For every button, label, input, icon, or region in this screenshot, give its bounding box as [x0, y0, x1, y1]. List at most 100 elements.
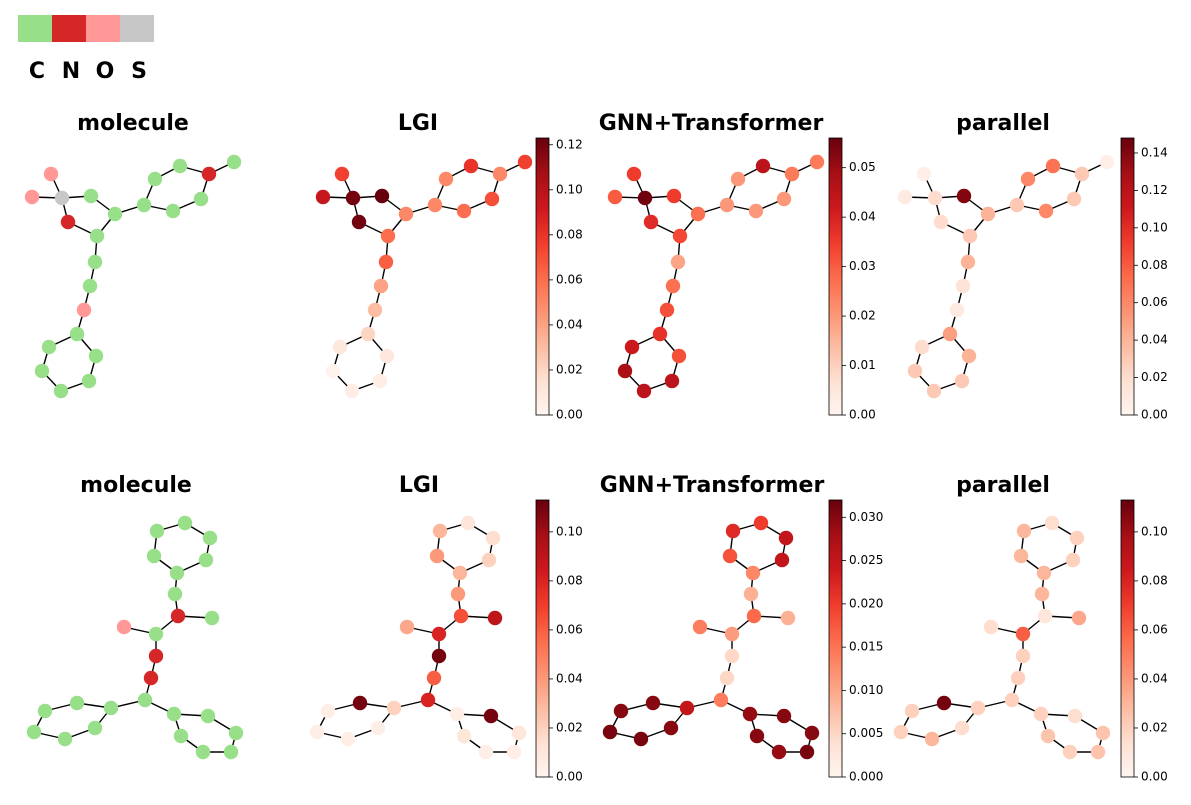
atom-node [719, 670, 735, 686]
atom-node [742, 706, 758, 722]
atom-node [980, 206, 996, 222]
atom-node [784, 166, 800, 182]
colorbar-tick-label: 0.02 [849, 309, 876, 323]
atom-node [82, 278, 98, 294]
atom-node [432, 523, 448, 539]
atom-node [325, 363, 341, 379]
colorbar-tick-label: 0.000 [849, 770, 883, 784]
atom-node [624, 339, 640, 355]
colorbar-tick-label: 0.10 [1141, 524, 1168, 538]
atom-node [904, 703, 920, 719]
atom-node [776, 191, 792, 207]
atom-node [198, 552, 214, 568]
atom-node [1040, 728, 1056, 744]
atom-node [456, 728, 472, 744]
panel-title: molecule [77, 111, 189, 136]
atom-node [748, 203, 764, 219]
atom-node [692, 619, 708, 635]
atom-node [452, 565, 468, 581]
atom-node [398, 206, 414, 222]
atom-node [429, 548, 445, 564]
atom-node [148, 648, 164, 664]
atom-node [136, 197, 152, 213]
atom-node [379, 348, 395, 364]
atom-node [1034, 586, 1050, 602]
atom-node [724, 626, 740, 642]
atom-node [223, 744, 239, 760]
atom-node [962, 228, 978, 244]
colorbar: 0.00 0.02 0.04 0.06 0.08 0.10 0.12 [535, 137, 583, 422]
colorbar-tick-label: 0.02 [1141, 720, 1168, 734]
atom-node [933, 214, 949, 230]
colorbar-tick-label: 0.02 [1141, 370, 1168, 384]
panel-gnn-transformer: GNN+Transformer 0.00 0.01 0.02 0.03 0.04 0.05 [599, 111, 876, 422]
panel-gnn-transformer: GNN+Transformer 0.000 0.005 0.010 0.015 0.020… [600, 473, 884, 784]
atom-node [89, 228, 105, 244]
atom-node [453, 608, 469, 624]
atom-node [345, 190, 361, 206]
atom-node [665, 278, 681, 294]
atom-node [955, 278, 971, 294]
atom-node [87, 720, 103, 736]
atom-node [799, 744, 815, 760]
colorbar-tick-label: 0.04 [849, 210, 876, 224]
atom-node [719, 197, 735, 213]
colorbar: 0.00 0.02 0.04 0.06 0.08 0.10 0.12 0.14 [1120, 137, 1168, 422]
atom-node [749, 728, 765, 744]
atom-node [116, 619, 132, 635]
atom-node [315, 189, 331, 205]
atom-node [53, 383, 69, 399]
atom-node [1069, 530, 1085, 546]
atom-node [367, 302, 383, 318]
legend-label-carbon: C [28, 59, 46, 84]
element-color-legend: C N O S [18, 15, 158, 84]
legend-label-oxygen: O [95, 59, 115, 84]
colorbar-tick-label: 0.005 [849, 726, 883, 740]
atom-node [1015, 648, 1031, 664]
atom-node [954, 373, 970, 389]
atom-node [351, 214, 367, 230]
atom-node [1037, 608, 1053, 624]
atom-node [426, 670, 442, 686]
legend-label-sulfur: S [131, 59, 147, 84]
colorbar-tick-label: 0.00 [849, 408, 876, 422]
colorbar-tick-label: 0.12 [1141, 183, 1168, 197]
atom-node [34, 363, 50, 379]
atom-node [487, 610, 503, 626]
atom-node [143, 670, 159, 686]
atom-node [1004, 692, 1020, 708]
atom-node [54, 190, 70, 206]
atom-node [378, 254, 394, 270]
atom-node [724, 648, 740, 664]
atom-node [137, 692, 153, 708]
colorbar: 0.00 0.02 0.04 0.06 0.08 0.10 [535, 499, 583, 784]
atom-node [228, 725, 244, 741]
atom-node [960, 254, 976, 270]
atom-node [722, 548, 738, 564]
panel-molecule: molecule [24, 111, 242, 399]
atom-node [166, 706, 182, 722]
atom-node [1045, 158, 1061, 174]
atom-node [713, 692, 729, 708]
atom-node [942, 326, 958, 342]
colorbar-tick-label: 0.030 [849, 510, 883, 524]
colorbar: 0.00 0.01 0.02 0.03 0.04 0.05 [828, 137, 876, 422]
atom-node [679, 700, 695, 716]
atom-node [167, 586, 183, 602]
atom-node [626, 166, 642, 182]
atom-node [924, 731, 940, 747]
atom-node [380, 228, 396, 244]
atom-node [481, 552, 497, 568]
atom-node [373, 278, 389, 294]
colorbar-tick-label: 0.010 [849, 683, 883, 697]
atom-node [147, 171, 163, 187]
atom-node [643, 214, 659, 230]
colorbar-tick-label: 0.10 [556, 182, 583, 196]
atom-node [146, 548, 162, 564]
atom-node [664, 373, 680, 389]
atom-node [463, 158, 479, 174]
colorbar: 0.000 0.005 0.010 0.015 0.020 0.025 0.030 [828, 499, 883, 784]
colorbar-tick-label: 0.02 [556, 720, 583, 734]
atom-node [69, 695, 85, 711]
atom-node [645, 695, 661, 711]
